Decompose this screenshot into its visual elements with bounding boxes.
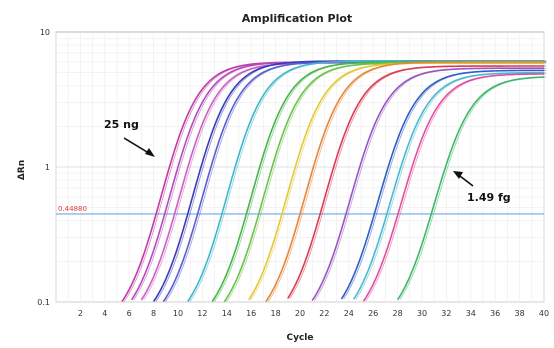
y-tick-label: 10 bbox=[40, 28, 50, 37]
amplification-curve-14-replicate bbox=[355, 72, 547, 300]
amplification-curve-10-replicate bbox=[267, 61, 547, 302]
annotation-149fg-label: 1.49 fg bbox=[467, 191, 511, 204]
x-axis-ticks: 2 4 6 8 10 12 14 16 18 20 22 24 26 28 30 32 34 36 38 40 bbox=[78, 309, 549, 318]
x-tick-label: 22 bbox=[319, 309, 329, 318]
x-tick-label: 6 bbox=[127, 309, 132, 318]
annotation-149fg: 1.49 fg bbox=[453, 171, 511, 204]
annotation-25ng-arrowhead bbox=[145, 148, 155, 157]
x-tick-label: 36 bbox=[490, 309, 500, 318]
x-tick-label: 10 bbox=[173, 309, 183, 318]
amplification-curve-12-replicate bbox=[314, 67, 547, 301]
x-tick-label: 2 bbox=[78, 309, 83, 318]
y-axis-ticks: 0.1 1 10 bbox=[37, 28, 50, 307]
x-tick-label: 24 bbox=[344, 309, 354, 318]
x-tick-label: 4 bbox=[102, 309, 107, 318]
x-tick-label: 40 bbox=[539, 309, 549, 318]
x-tick-label: 16 bbox=[246, 309, 256, 318]
x-tick-label: 32 bbox=[441, 309, 451, 318]
x-tick-label: 12 bbox=[197, 309, 207, 318]
x-tick-label: 26 bbox=[368, 309, 378, 318]
amplification-curve-15-replicate bbox=[365, 73, 547, 302]
chart-title: Amplification Plot bbox=[242, 12, 352, 25]
amplification-curve-6-replicate bbox=[189, 60, 547, 302]
annotation-25ng-label: 25 ng bbox=[104, 118, 139, 131]
x-tick-label: 18 bbox=[271, 309, 281, 318]
y-axis-label: ΔRn bbox=[17, 160, 27, 180]
y-tick-label: 0.1 bbox=[37, 298, 50, 307]
x-tick-label: 8 bbox=[151, 309, 156, 318]
y-tick-label: 1 bbox=[45, 163, 50, 172]
curves bbox=[121, 60, 547, 303]
x-tick-label: 14 bbox=[222, 309, 232, 318]
amplification-curve-13-replicate bbox=[343, 69, 547, 300]
x-tick-label: 30 bbox=[417, 309, 427, 318]
x-tick-label: 20 bbox=[295, 309, 305, 318]
threshold-label: 0.44880 bbox=[58, 205, 87, 213]
annotation-149fg-arrowhead bbox=[453, 171, 463, 179]
x-tick-label: 28 bbox=[393, 309, 403, 318]
x-axis-label: Cycle bbox=[287, 333, 314, 343]
annotation-25ng: 25 ng bbox=[104, 118, 155, 157]
amplification-curve-16-replicate bbox=[399, 76, 547, 300]
amplification-curve-11-replicate bbox=[289, 65, 547, 299]
x-tick-label: 34 bbox=[466, 309, 476, 318]
x-tick-label: 38 bbox=[515, 309, 525, 318]
